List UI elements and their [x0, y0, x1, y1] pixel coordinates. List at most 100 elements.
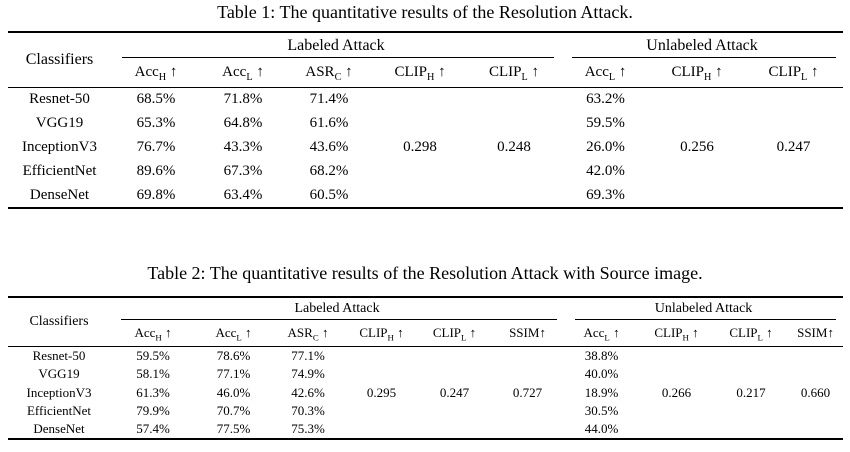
up-arrow: ↑ [341, 64, 353, 80]
table2-col-ssim: SSIM↑ [491, 320, 565, 347]
metric-name: Acc [584, 64, 609, 80]
metric-name: Acc [222, 64, 247, 80]
up-arrow: ↑ [688, 325, 699, 340]
metric-subscript: H [703, 72, 712, 83]
classifier-name: EfficientNet [26, 403, 91, 419]
classifier-name: Resnet-50 [29, 91, 90, 108]
metric-value: 69.8% [136, 186, 176, 203]
metric-value: 18.9% [584, 384, 619, 400]
table1-col-clip-h: CLIPH ↑ [373, 58, 467, 88]
table2-col-clip-l: CLIPL ↑ [418, 320, 491, 347]
metric-subscript: C [312, 332, 319, 343]
metric-value: 30.5% [584, 403, 619, 419]
classifier-name: EfficientNet [22, 163, 97, 179]
table2-col-asr-c: ASRC ↑ [271, 320, 345, 347]
table-row: DenseNet 69.8% 63.4% 60.5% 69.3% [8, 184, 843, 208]
metric-value: 70.3% [291, 403, 325, 419]
shared-metric-value: 0.266 [661, 384, 692, 400]
metric-subscript: L [604, 332, 610, 343]
metric-value: 77.5% [216, 421, 251, 437]
metric-name: CLIP [432, 325, 461, 340]
table2-classifiers-header: Classifiers [8, 297, 110, 347]
table-row: VGG19 58.1% 77.1% 74.9% 40.0% [8, 365, 843, 384]
classifier-name: InceptionV3 [26, 384, 92, 400]
shared-metric-value: 0.248 [497, 138, 531, 155]
metric-value: 26.0% [586, 139, 625, 155]
classifier-name: Resnet-50 [32, 348, 86, 363]
up-arrow: ↑ [615, 64, 627, 80]
table2-col-unlabeled-acc-l: AccL ↑ [564, 320, 640, 347]
classifier-name: DenseNet [33, 421, 85, 437]
metric-name: SSIM [509, 325, 540, 340]
metric-subscript: L [757, 332, 763, 343]
metric-name: CLIP [394, 64, 427, 80]
up-arrow: ↑ [711, 64, 723, 80]
metric-name: ASR [305, 64, 335, 80]
metric-value: 43.6% [309, 139, 349, 155]
table-row: InceptionV3 76.7% 43.3% 43.6% 26.0% [8, 136, 843, 160]
metric-value: 63.2% [586, 91, 625, 108]
table1-col-unlabeled-clip-l: CLIPL ↑ [744, 58, 844, 88]
up-arrow: ↑ [318, 325, 329, 340]
shared-metric-value: 0.727 [512, 384, 543, 400]
metric-value: 77.1% [291, 348, 325, 363]
table1-col-acc-l: AccL ↑ [201, 58, 285, 88]
metric-subscript: L [801, 72, 808, 83]
table1-labeled-attack-header: Labeled Attack [111, 32, 561, 58]
metric-value: 67.3% [223, 163, 263, 179]
metric-value: 75.3% [291, 421, 325, 437]
metric-value: 42.6% [291, 384, 325, 400]
up-arrow: ↑ [807, 64, 819, 80]
metric-value: 59.5% [136, 348, 170, 363]
shared-metric-value: 0.660 [800, 384, 831, 400]
metric-name: Acc [134, 325, 156, 340]
table2-labeled-attack-header: Labeled Attack [110, 297, 564, 320]
table1-group-header-row: Classifiers Labeled Attack Unlabeled Att… [8, 32, 843, 88]
shared-metric-value: 0.256 [680, 138, 714, 155]
up-arrow: ↑ [762, 325, 773, 340]
metric-subscript: H [682, 332, 689, 343]
table2-group-header-row: Classifiers Labeled Attack Unlabeled Att… [8, 297, 843, 347]
table1-caption: Table 1: The quantitative results of the… [217, 2, 633, 22]
table-row: EfficientNet 79.9% 70.7% 70.3% 30.5% [8, 402, 843, 421]
classifier-name: InceptionV3 [22, 139, 97, 155]
table1-classifiers-header: Classifiers [8, 32, 111, 88]
metric-subscript: H [158, 72, 167, 83]
table-row: InceptionV3 61.3% 46.0% 42.6% 18.9% [8, 384, 843, 403]
table1-col-acc-h: AccH ↑ [111, 58, 201, 88]
table1-resolution-attack: Classifiers Labeled Attack Unlabeled Att… [8, 31, 844, 209]
metric-name: CLIP [768, 64, 802, 80]
metric-value: 59.5% [586, 115, 625, 131]
metric-name: Acc [583, 325, 605, 340]
up-arrow: ↑ [241, 325, 252, 340]
table2-col-unlabeled-clip-h: CLIPH ↑ [639, 320, 715, 347]
metric-name: CLIP [671, 64, 704, 80]
metric-name: CLIP [654, 325, 683, 340]
table2-col-acc-h: AccH ↑ [110, 320, 196, 347]
table2-col-unlabeled-ssim: SSIM↑ [788, 320, 844, 347]
shared-metric-value: 0.247 [776, 138, 811, 155]
shared-metric-value: 0.247 [439, 384, 470, 400]
shared-metric-value: 0.295 [366, 384, 397, 400]
metric-subscript: H [426, 72, 435, 83]
metric-value: 78.6% [216, 348, 251, 363]
metric-value: 69.3% [586, 186, 625, 203]
table2-col-unlabeled-clip-l: CLIPL ↑ [714, 320, 789, 347]
table2-resolution-attack-source: Classifiers Labeled Attack Unlabeled Att… [8, 296, 844, 440]
metric-subscript: H [387, 332, 394, 343]
metric-subscript: L [236, 332, 242, 343]
metric-value: 89.6% [136, 163, 176, 179]
metric-value: 76.7% [136, 139, 176, 155]
up-arrow: ↑ [166, 64, 178, 80]
table-row: Resnet-50 59.5% 78.6% 77.1% 0.295 0.247 … [8, 347, 843, 400]
metric-value: 63.4% [223, 186, 263, 203]
metric-name: CLIP [729, 325, 758, 340]
metric-value: 65.3% [136, 115, 176, 131]
metric-name: Acc [134, 64, 159, 80]
up-arrow: ↑ [827, 325, 834, 340]
metric-value: 74.9% [291, 366, 325, 382]
table1-subheader-row: AccH ↑ AccL ↑ ASRC ↑ CLIPH ↑ CLIPL ↑ Acc… [8, 58, 844, 88]
metric-value: 61.6% [309, 115, 349, 131]
classifier-name: VGG19 [35, 115, 84, 131]
metric-value: 68.5% [136, 91, 176, 108]
